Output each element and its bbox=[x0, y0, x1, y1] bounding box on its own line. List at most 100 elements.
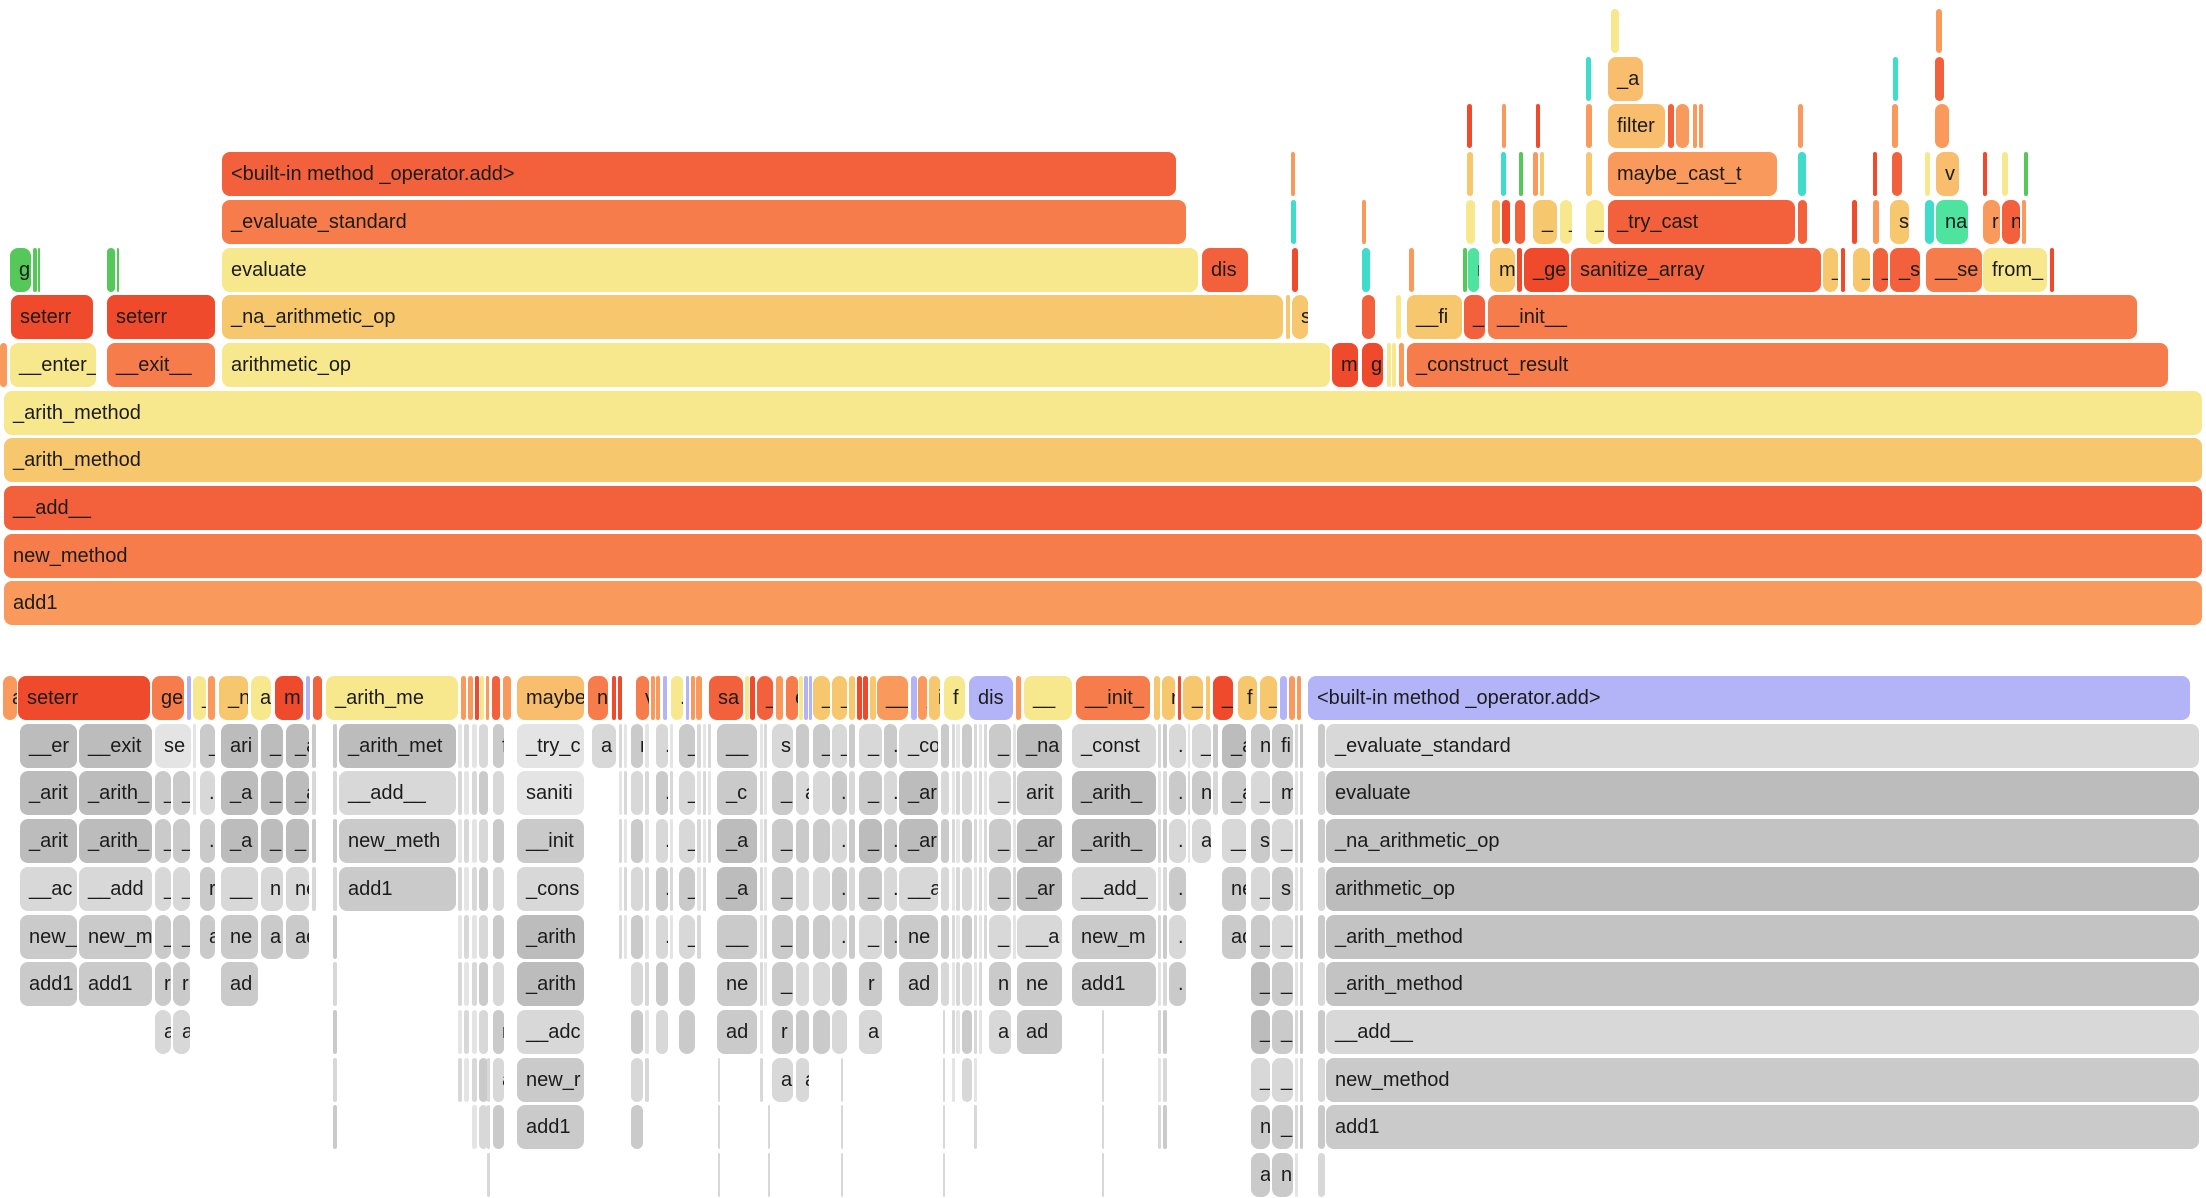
flame-frame[interactable] bbox=[1362, 247, 1370, 292]
flame-frame[interactable] bbox=[645, 914, 649, 959]
flame-frame[interactable]: s bbox=[1318, 819, 1325, 864]
flame-frame[interactable] bbox=[679, 1009, 695, 1054]
flame-frame[interactable] bbox=[464, 962, 469, 1007]
flame-frame[interactable] bbox=[670, 866, 673, 911]
flame-frame[interactable] bbox=[631, 1105, 643, 1150]
flame-frame[interactable]: __fi bbox=[1407, 295, 1462, 340]
flame-frame[interactable] bbox=[464, 771, 469, 816]
flame-frame[interactable] bbox=[703, 866, 706, 911]
flame-frame[interactable]: a bbox=[479, 1105, 488, 1150]
flame-frame[interactable] bbox=[651, 676, 655, 720]
flame-frame[interactable]: __a bbox=[899, 866, 938, 911]
flame-frame[interactable]: __f bbox=[877, 676, 908, 720]
flame-frame[interactable] bbox=[760, 771, 763, 816]
flame-frame[interactable] bbox=[1492, 199, 1500, 244]
flame-frame[interactable]: __er bbox=[20, 723, 77, 768]
flame-frame[interactable] bbox=[1102, 1153, 1104, 1197]
flame-frame[interactable]: _a bbox=[286, 723, 309, 768]
flame-frame[interactable]: _ bbox=[1873, 247, 1888, 292]
flame-frame[interactable] bbox=[458, 819, 462, 864]
flame-frame[interactable]: _arith_ bbox=[1072, 771, 1156, 816]
flame-frame[interactable] bbox=[479, 866, 488, 911]
flame-frame[interactable] bbox=[1318, 1057, 1325, 1102]
flame-frame[interactable] bbox=[813, 962, 830, 1007]
flame-frame[interactable]: n bbox=[1272, 1153, 1293, 1197]
flame-frame[interactable] bbox=[1318, 962, 1325, 1007]
flame-frame[interactable] bbox=[1188, 819, 1190, 864]
flame-frame[interactable] bbox=[984, 819, 987, 864]
flame-frame[interactable]: _ bbox=[989, 723, 1011, 768]
flame-frame[interactable] bbox=[1295, 914, 1298, 959]
flame-frame[interactable] bbox=[952, 723, 955, 768]
flame-frame[interactable] bbox=[458, 962, 462, 1007]
flame-frame[interactable]: _ bbox=[679, 866, 695, 911]
flame-frame[interactable]: _a bbox=[1222, 723, 1246, 768]
flame-frame[interactable]: _ bbox=[261, 819, 283, 864]
flame-frame[interactable]: _ bbox=[1251, 866, 1270, 911]
flame-frame[interactable]: __init bbox=[517, 819, 584, 864]
flame-frame[interactable] bbox=[1102, 1057, 1104, 1102]
flame-frame[interactable]: _ bbox=[155, 866, 171, 911]
flame-frame[interactable]: a bbox=[956, 1009, 960, 1054]
flame-frame[interactable] bbox=[952, 771, 955, 816]
flame-frame[interactable]: ne bbox=[221, 914, 258, 959]
flame-frame[interactable]: . bbox=[1169, 771, 1186, 816]
flame-frame[interactable] bbox=[1300, 771, 1303, 816]
flame-frame[interactable] bbox=[956, 819, 960, 864]
flame-frame[interactable] bbox=[493, 819, 504, 864]
flame-frame[interactable]: s bbox=[1890, 199, 1909, 244]
flame-frame[interactable]: g bbox=[107, 247, 115, 292]
flame-frame[interactable]: a bbox=[493, 1057, 504, 1102]
flame-frame[interactable] bbox=[979, 962, 982, 1007]
flame-frame[interactable]: . bbox=[671, 676, 683, 720]
flame-frame[interactable] bbox=[796, 962, 809, 1007]
flame-frame[interactable] bbox=[697, 866, 701, 911]
flame-frame[interactable] bbox=[1295, 1105, 1298, 1150]
flame-frame[interactable] bbox=[2050, 247, 2054, 292]
flame-frame[interactable] bbox=[776, 676, 783, 720]
flame-frame[interactable]: new_method bbox=[1326, 1057, 2199, 1102]
flame-frame[interactable] bbox=[472, 1009, 477, 1054]
flame-frame[interactable] bbox=[1013, 723, 1016, 768]
flame-frame[interactable]: _arith_method bbox=[4, 438, 2202, 483]
flame-frame[interactable]: _ bbox=[1272, 914, 1293, 959]
flame-frame[interactable]: _a bbox=[717, 819, 757, 864]
flame-frame[interactable]: f bbox=[944, 676, 965, 720]
flame-frame[interactable] bbox=[2024, 152, 2028, 197]
flame-frame[interactable] bbox=[1925, 199, 1934, 244]
flame-frame[interactable]: ad bbox=[899, 962, 938, 1007]
flame-frame[interactable] bbox=[849, 819, 855, 864]
flame-frame[interactable] bbox=[1409, 247, 1414, 292]
flame-frame[interactable]: __adc bbox=[517, 1009, 584, 1054]
flame-frame[interactable] bbox=[1936, 9, 1942, 53]
flame-frame[interactable] bbox=[1102, 1105, 1104, 1150]
flame-frame[interactable] bbox=[760, 1009, 763, 1054]
flame-frame[interactable] bbox=[768, 1105, 770, 1150]
flame-frame[interactable]: _ bbox=[679, 771, 695, 816]
flame-frame[interactable] bbox=[1533, 152, 1538, 197]
flame-frame[interactable]: add1 bbox=[1072, 962, 1156, 1007]
flame-frame[interactable] bbox=[813, 914, 830, 959]
flame-frame[interactable] bbox=[760, 819, 763, 864]
flame-frame[interactable] bbox=[333, 866, 337, 911]
flame-frame[interactable] bbox=[974, 914, 977, 959]
flame-frame[interactable]: _ bbox=[772, 866, 793, 911]
flame-frame[interactable] bbox=[1213, 771, 1218, 816]
flame-frame[interactable]: _ bbox=[261, 723, 283, 768]
flame-frame[interactable]: r bbox=[1318, 723, 1325, 768]
flame-frame[interactable] bbox=[796, 914, 809, 959]
flame-frame[interactable] bbox=[870, 676, 876, 720]
flame-frame[interactable] bbox=[313, 676, 322, 720]
flame-frame[interactable] bbox=[1158, 723, 1161, 768]
flame-frame[interactable] bbox=[1318, 771, 1325, 816]
flame-frame[interactable] bbox=[1983, 152, 1987, 197]
flame-frame[interactable] bbox=[1158, 1105, 1161, 1150]
flame-frame[interactable]: _c bbox=[717, 771, 757, 816]
flame-frame[interactable] bbox=[1300, 819, 1303, 864]
flame-frame[interactable] bbox=[1392, 342, 1396, 387]
flame-frame[interactable]: r bbox=[155, 962, 171, 1007]
flame-frame[interactable] bbox=[645, 962, 649, 1007]
flame-frame[interactable]: a bbox=[796, 771, 809, 816]
flame-frame[interactable]: _arit bbox=[20, 819, 77, 864]
flame-frame[interactable] bbox=[813, 771, 830, 816]
